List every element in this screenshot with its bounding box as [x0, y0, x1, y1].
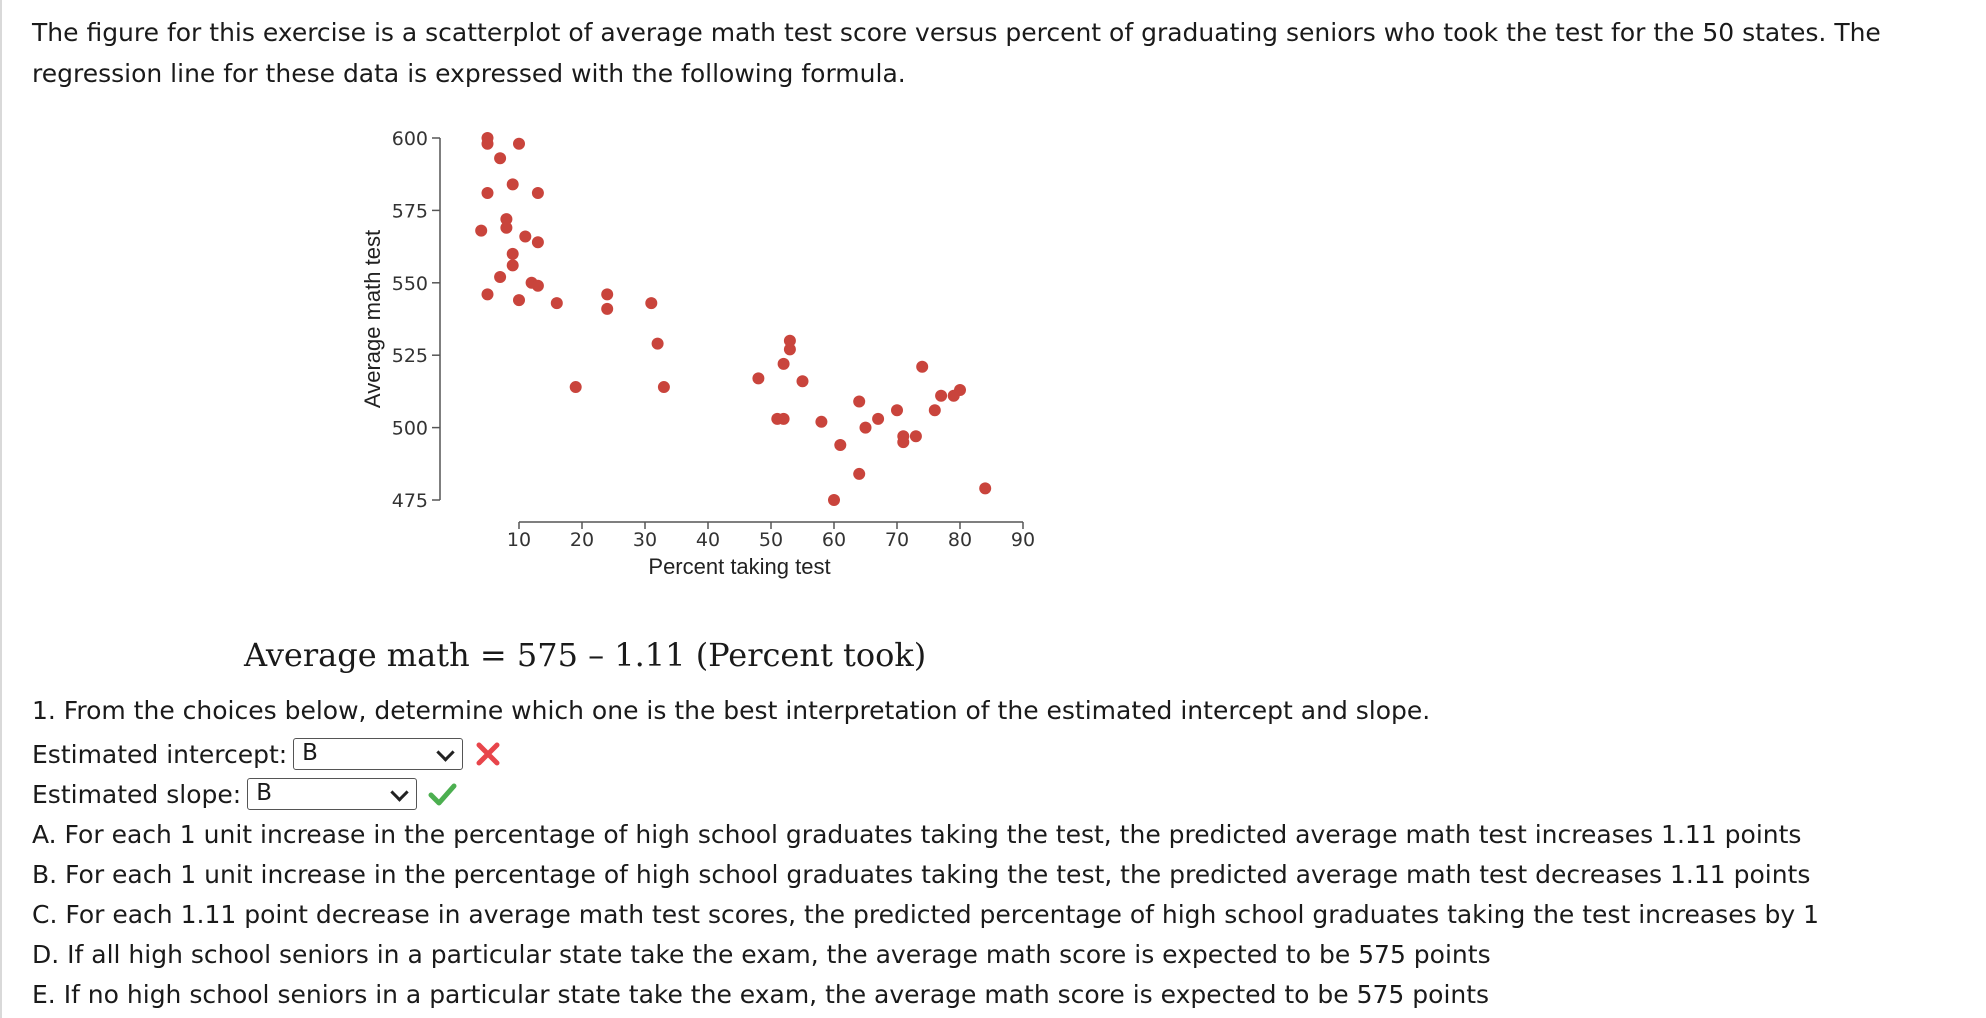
scatterplot: 475 500 525 550 575 600 10 20 30 40 50 60 70 80 90 Perc… — [360, 128, 1035, 579]
intercept-select[interactable]: B — [293, 738, 464, 770]
data-point — [979, 482, 992, 495]
data-point — [872, 412, 885, 425]
x-tick-label: 90 — [1011, 529, 1035, 551]
intercept-row: Estimated intercept: B — [32, 738, 503, 770]
data-point — [928, 404, 941, 417]
x-mark-icon — [476, 742, 500, 766]
x-tick-label: 60 — [822, 529, 846, 551]
slope-selected-value: B — [256, 780, 272, 806]
chevron-down-icon — [390, 783, 409, 802]
data-point — [506, 178, 519, 191]
y-tick-label: 575 — [392, 200, 428, 222]
data-point — [909, 430, 922, 443]
data-point — [777, 412, 790, 425]
chevron-down-icon — [436, 743, 455, 762]
x-tick-label: 80 — [948, 529, 972, 551]
data-point — [891, 404, 903, 417]
data-point — [657, 381, 670, 394]
y-tick-label: 550 — [392, 273, 428, 295]
data-point — [481, 288, 494, 301]
y-tick-label: 600 — [392, 128, 428, 150]
data-point — [601, 288, 614, 301]
data-point — [531, 279, 544, 292]
check-mark-icon — [428, 783, 457, 806]
y-tick-label: 525 — [392, 345, 428, 367]
data-point — [513, 294, 525, 307]
data-point — [513, 137, 525, 150]
data-point — [828, 494, 840, 506]
choice-c: C. For each 1.11 point decrease in avera… — [32, 900, 1820, 929]
data-point — [916, 360, 929, 373]
data-point — [815, 415, 828, 428]
data-point — [569, 381, 582, 394]
x-axis-title: Percent taking test — [648, 554, 830, 579]
data-point — [500, 213, 513, 226]
data-point — [783, 334, 796, 347]
data-point — [859, 421, 872, 434]
slope-select[interactable]: B — [247, 778, 418, 810]
data-point — [645, 297, 658, 310]
data-point — [897, 436, 910, 449]
choice-d: D. If all high school seniors in a parti… — [32, 940, 1491, 969]
data-point — [500, 221, 513, 234]
answer-choices: A. For each 1 unit increase in the perce… — [32, 815, 1819, 1015]
data-point — [550, 297, 563, 310]
data-point — [519, 230, 532, 243]
data-point — [853, 467, 866, 480]
x-tick-label: 70 — [885, 529, 909, 551]
intercept-selected-value: B — [302, 740, 318, 766]
y-tick-label: 475 — [392, 490, 428, 512]
x-tick-label: 40 — [696, 529, 720, 551]
data-point — [531, 187, 544, 200]
x-tick-label: 30 — [633, 529, 657, 551]
choice-e: E. If no high school seniors in a partic… — [32, 980, 1490, 1009]
data-point — [601, 302, 614, 315]
choice-b: B. For each 1 unit increase in the perce… — [32, 860, 1811, 889]
x-tick-label: 10 — [507, 529, 531, 551]
data-point — [796, 375, 809, 388]
x-tick-label: 50 — [759, 529, 783, 551]
data-point — [494, 152, 507, 165]
exercise-intro: The figure for this exercise is a scatte… — [32, 18, 1881, 88]
data-point — [752, 372, 765, 385]
data-point — [506, 247, 519, 260]
data-point — [481, 187, 494, 200]
intercept-label: Estimated intercept: — [32, 739, 288, 769]
data-point — [777, 357, 790, 370]
data-point — [954, 383, 966, 396]
data-point — [506, 259, 519, 272]
data-point — [651, 337, 664, 350]
data-point — [853, 395, 866, 408]
data-point — [494, 271, 507, 284]
regression-formula: Average math = 575 – 1.11 (Percent took) — [244, 636, 927, 674]
y-axis-title: Average math test — [360, 230, 385, 408]
x-tick-label: 20 — [570, 529, 594, 551]
data-point — [834, 438, 847, 451]
data-point — [475, 224, 488, 237]
question-text: 1. From the choices below, determine whi… — [32, 696, 1431, 725]
data-point — [783, 343, 796, 356]
data-point — [481, 137, 494, 150]
data-point — [935, 389, 948, 402]
data-point — [531, 236, 544, 249]
choice-a: A. For each 1 unit increase in the perce… — [32, 820, 1802, 849]
slope-row: Estimated slope: B — [32, 778, 457, 810]
slope-label: Estimated slope: — [32, 779, 242, 809]
y-tick-label: 500 — [392, 418, 428, 440]
